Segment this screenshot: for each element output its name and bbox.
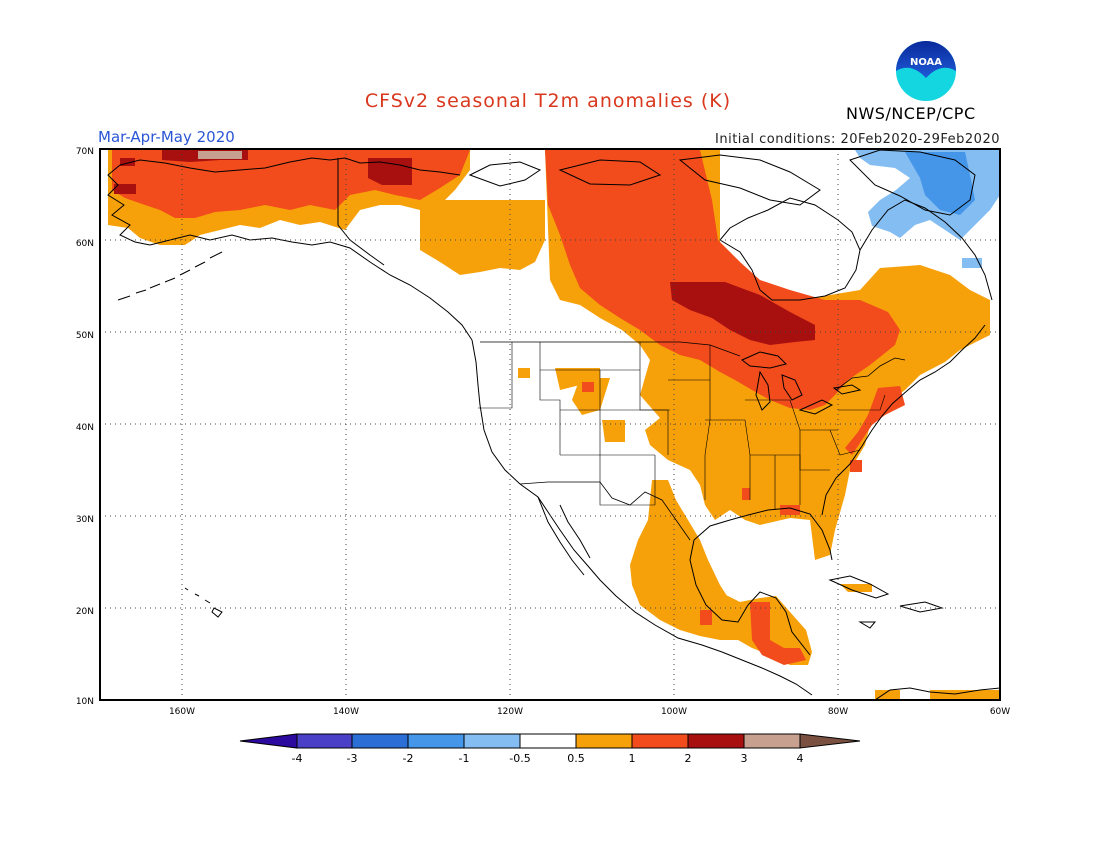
lon-label: 160W (169, 707, 195, 717)
anomaly-region (518, 368, 530, 378)
initial-conditions: Initial conditions: 20Feb2020-29Feb2020 (715, 132, 1000, 147)
lat-label: 70N (76, 147, 94, 157)
legend-tick-label: -4 (292, 752, 303, 765)
legend-tick-label: 4 (797, 752, 804, 765)
legend-tick-label: -0.5 (509, 752, 530, 765)
latitude-labels: 70N 60N 50N 40N 30N 20N 10N (76, 147, 94, 707)
map-title: CFSv2 seasonal T2m anomalies (K) (364, 90, 732, 112)
legend-arrow-high (799, 733, 861, 749)
legend-swatch (575, 733, 633, 749)
lon-label: 140W (333, 707, 359, 717)
legend-tick-label: 1 (629, 752, 636, 765)
lon-label: 100W (661, 707, 687, 717)
anomaly-region (742, 488, 750, 500)
legend-swatch (519, 733, 577, 749)
anomaly-region (780, 505, 800, 515)
legend-tick-label: -1 (459, 752, 470, 765)
lon-label: 120W (497, 707, 523, 717)
anomaly-region (602, 420, 625, 442)
anomaly-region (582, 382, 594, 392)
legend-tick-label: 3 (741, 752, 748, 765)
color-legend: -4 -3 -2 -1 -0.5 0.5 1 2 3 4 (239, 733, 861, 765)
lon-label: 80W (828, 707, 848, 717)
anomaly-region (198, 151, 242, 159)
agency-label: NWS/NCEP/CPC (846, 104, 976, 123)
legend-swatch (631, 733, 689, 749)
anomaly-region (670, 282, 815, 345)
legend-tick-label: -2 (403, 752, 414, 765)
noaa-logo-icon: NOAA (896, 41, 956, 101)
anomaly-region (845, 386, 905, 455)
coastlines (107, 149, 1000, 700)
legend-tick-label: -3 (347, 752, 358, 765)
anomaly-region (700, 610, 712, 625)
anomaly-region (930, 690, 1000, 700)
legend-arrow-low (239, 733, 298, 749)
legend-tick-label: 2 (685, 752, 692, 765)
anomaly-region (114, 184, 136, 194)
anomaly-grid (108, 150, 1000, 700)
logo-text: NOAA (910, 57, 942, 68)
anomaly-region (750, 150, 812, 170)
legend-swatch (687, 733, 745, 749)
anomaly-region (962, 258, 982, 268)
anomaly-region (905, 152, 975, 215)
state-boundaries (478, 342, 886, 510)
forecast-period: Mar-Apr-May 2020 (98, 128, 235, 146)
graticule (100, 149, 1000, 700)
map-frame (99, 148, 1001, 701)
anomaly-region (420, 200, 545, 275)
lon-label: 60W (990, 707, 1010, 717)
anomaly-region (875, 690, 900, 700)
anomaly-region (750, 602, 806, 665)
legend-swatch (463, 733, 521, 749)
lat-label: 20N (76, 607, 94, 617)
lat-label: 50N (76, 331, 94, 341)
longitude-labels: 160W 140W 120W 100W 80W 60W (169, 707, 1010, 717)
lat-label: 40N (76, 423, 94, 433)
lat-label: 10N (76, 697, 94, 707)
legend-tick-label: 0.5 (567, 752, 585, 765)
legend-swatch (296, 733, 354, 749)
legend-swatch (407, 733, 465, 749)
anomaly-region (545, 150, 900, 410)
lat-label: 30N (76, 515, 94, 525)
legend-swatch (351, 733, 409, 749)
lat-label: 60N (76, 239, 94, 249)
anomaly-region (840, 584, 872, 592)
legend-swatch (743, 733, 801, 749)
anomaly-region (850, 460, 862, 472)
anomaly-region (555, 368, 600, 390)
anomaly-region (572, 378, 610, 415)
